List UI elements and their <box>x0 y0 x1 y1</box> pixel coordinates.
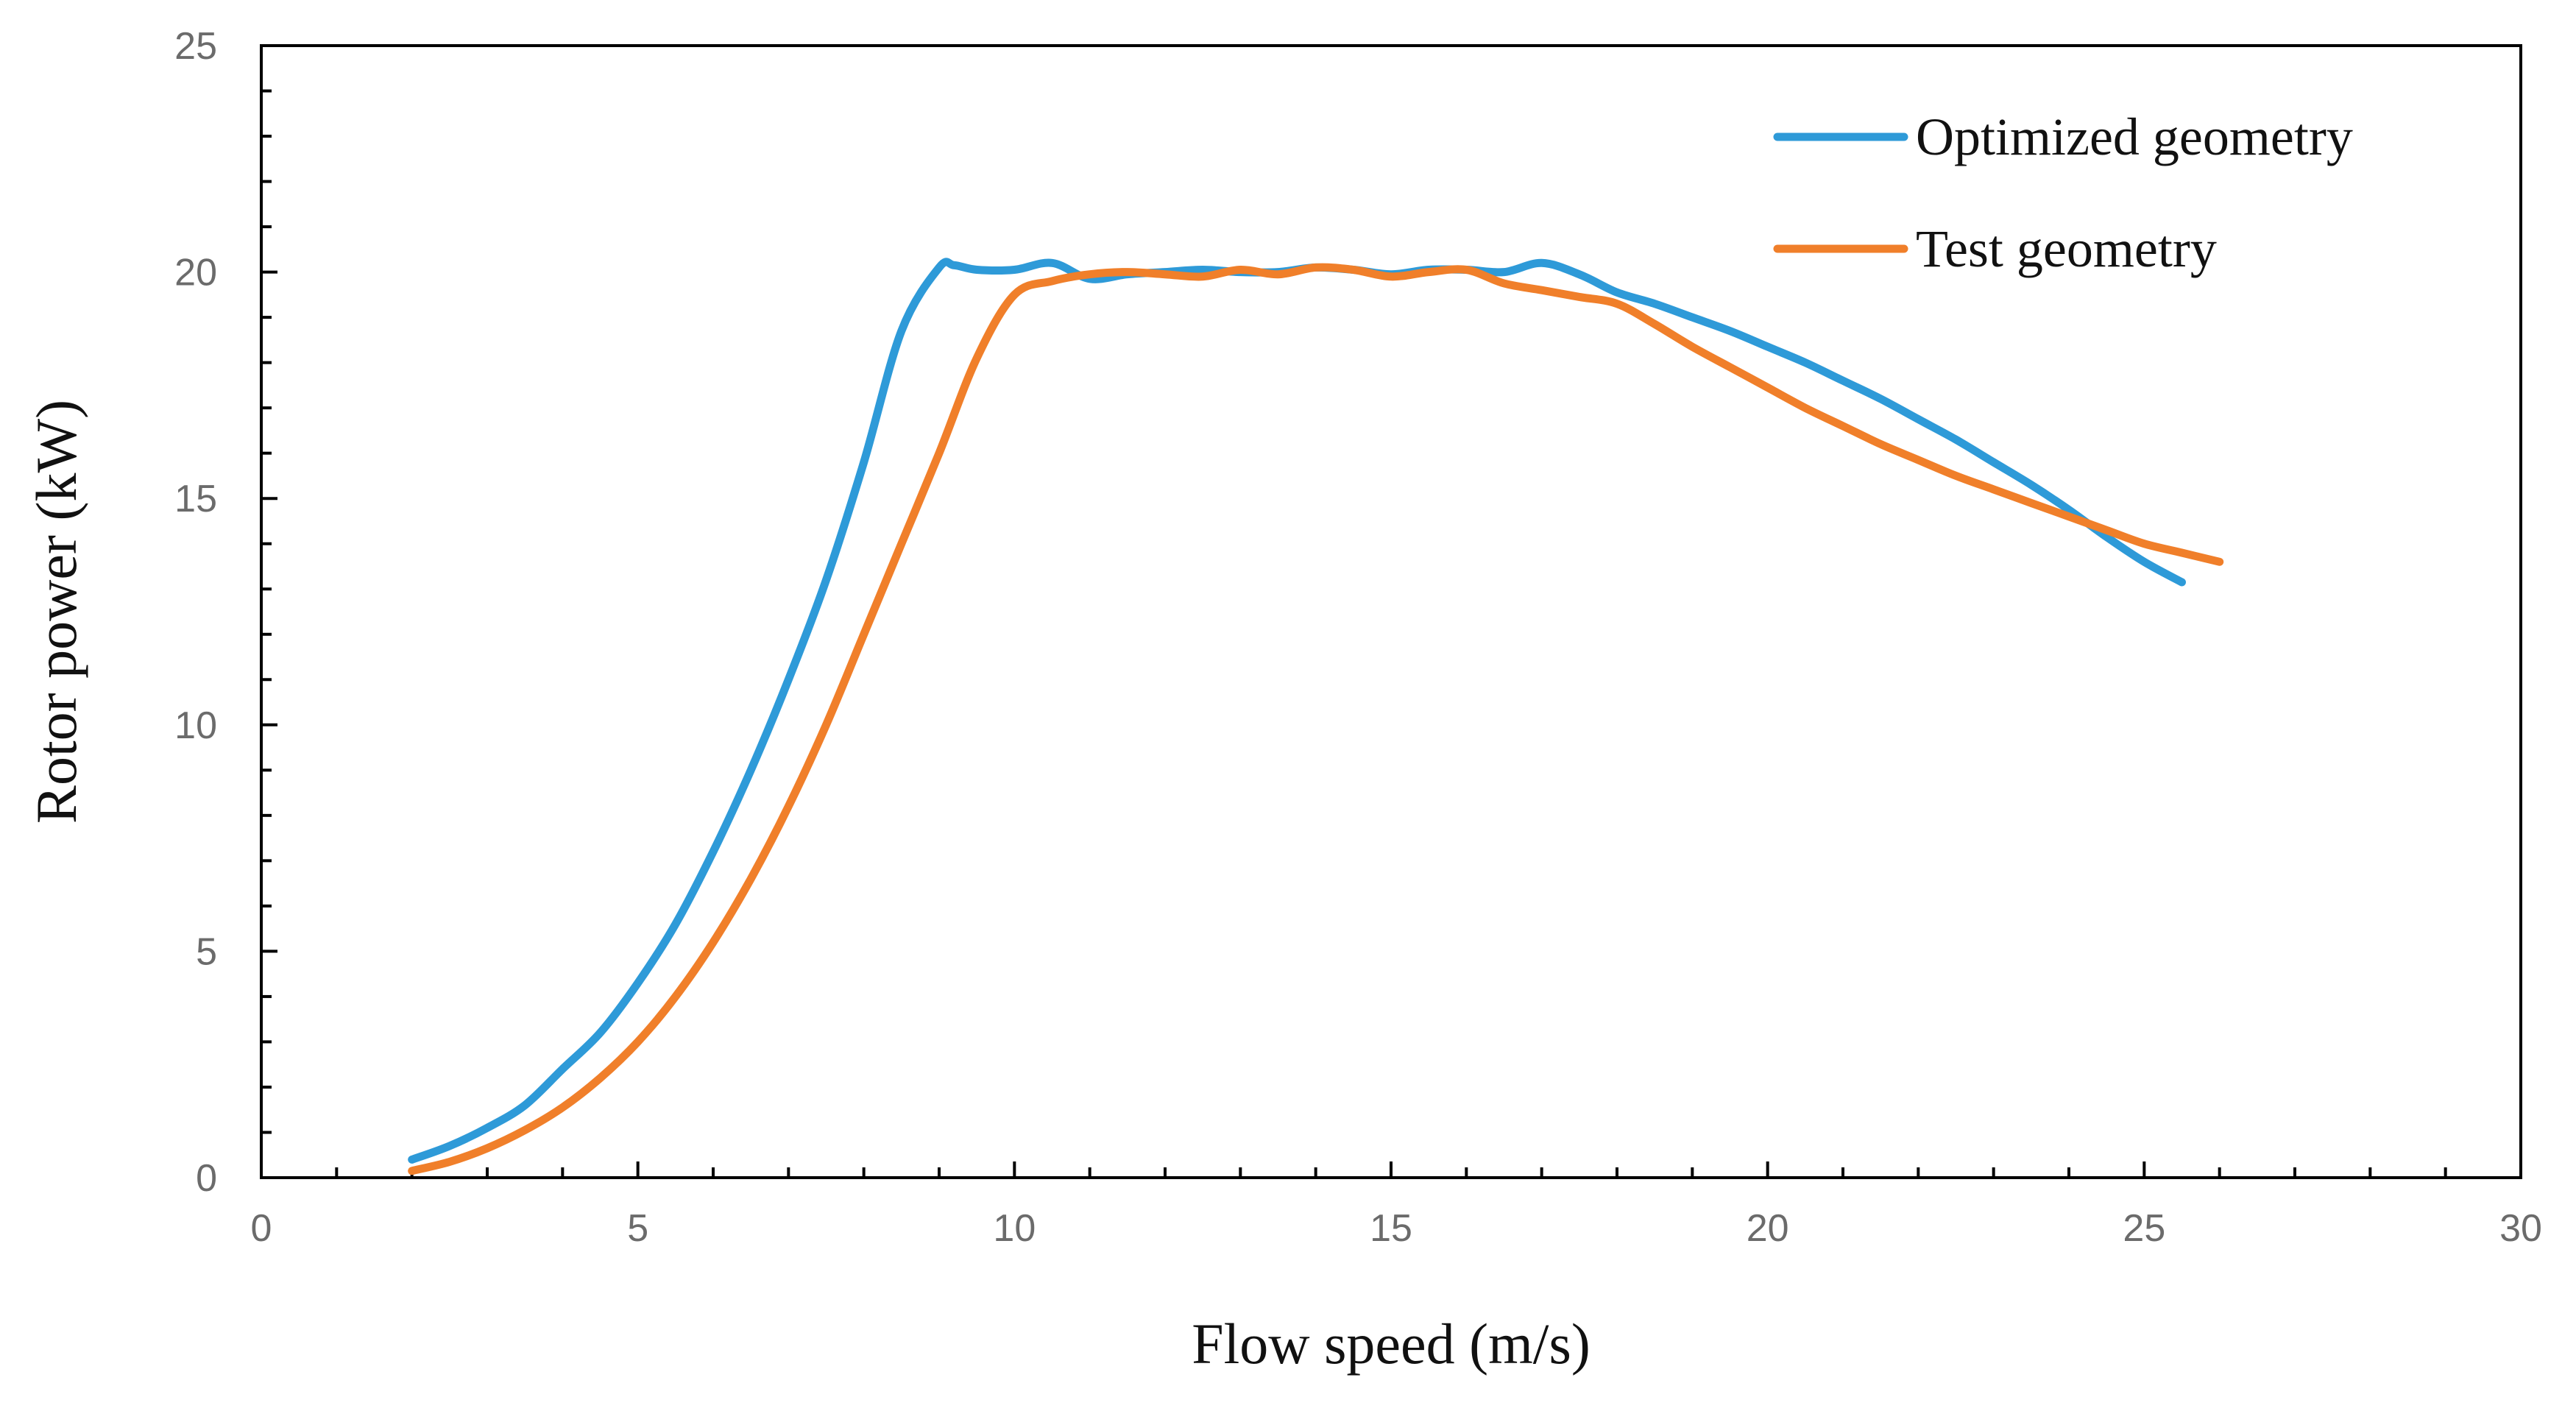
x-axis-title: Flow speed (m/s) <box>1192 1312 1590 1376</box>
series-line-test-geometry <box>408 263 2224 1175</box>
y-axis: 0 5 10 15 20 25 <box>174 25 277 1200</box>
y-tick-label: 5 <box>196 930 217 973</box>
legend-label: Optimized geometry <box>1916 107 2353 166</box>
x-tick-label: 30 <box>2499 1207 2542 1250</box>
legend-label: Test geometry <box>1916 219 2217 278</box>
series-line-optimized-geometry <box>408 258 2186 1164</box>
legend: Optimized geometry Test geometry <box>1773 107 2353 278</box>
y-tick-label: 25 <box>174 25 217 68</box>
series-layer <box>408 258 2224 1175</box>
x-tick-label: 10 <box>993 1207 1036 1250</box>
y-tick-label: 20 <box>174 252 217 294</box>
x-tick-label: 15 <box>1370 1207 1412 1250</box>
x-tick-label: 20 <box>1747 1207 1789 1250</box>
x-axis: 0 5 10 15 20 25 30 <box>251 1161 2542 1250</box>
y-axis-title: Rotor power (kW) <box>24 400 88 824</box>
y-tick-label: 0 <box>196 1157 217 1200</box>
y-tick-label: 15 <box>174 478 217 520</box>
y-tick-label: 10 <box>174 704 217 747</box>
plot-frame <box>260 44 2522 1179</box>
x-tick-label: 5 <box>627 1207 648 1250</box>
x-tick-label: 25 <box>2123 1207 2165 1250</box>
plot-area-border <box>260 44 2522 1179</box>
x-tick-label: 0 <box>251 1207 272 1250</box>
